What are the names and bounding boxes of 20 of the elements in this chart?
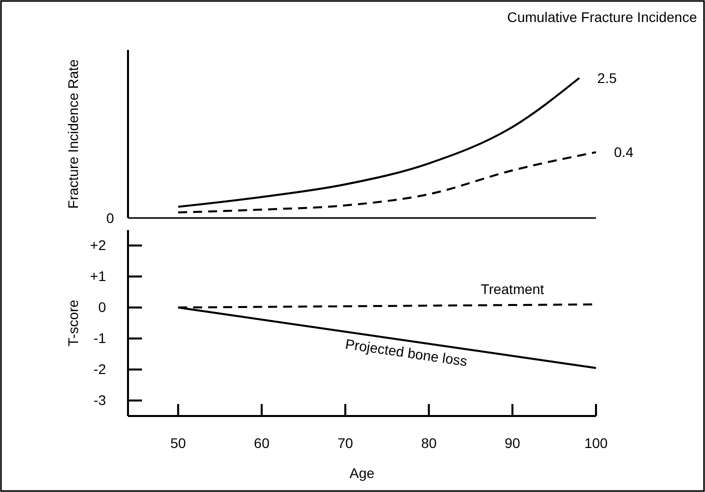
x-tick-label: 50 — [170, 434, 186, 451]
series-label: 0.4 — [614, 144, 634, 160]
x-tick-label: 80 — [421, 434, 437, 451]
y-tick-label: +1 — [90, 268, 106, 284]
y-tick-label: 0 — [98, 298, 106, 315]
y-tick-label: -2 — [94, 360, 106, 377]
y-tick-label: -1 — [94, 330, 106, 346]
text: Projected bone loss — [344, 336, 468, 370]
x-tick-label: 100 — [584, 434, 608, 451]
y-axis-title: Fracture Incidence Rate — [65, 59, 81, 209]
series-label: 2.5 — [597, 70, 617, 86]
y-axis-title: T-score — [65, 299, 81, 346]
x-tick-label: 70 — [337, 434, 354, 451]
y-tick-label: -3 — [94, 392, 106, 408]
series-label: Treatment — [480, 280, 544, 297]
x-tick-label: 60 — [254, 434, 270, 451]
y-tick-label: +2 — [90, 236, 106, 253]
x-axis-title: Age — [350, 465, 375, 481]
x-tick-label: 90 — [504, 434, 520, 451]
text: Cumulative Fracture Incidence — [507, 9, 698, 25]
